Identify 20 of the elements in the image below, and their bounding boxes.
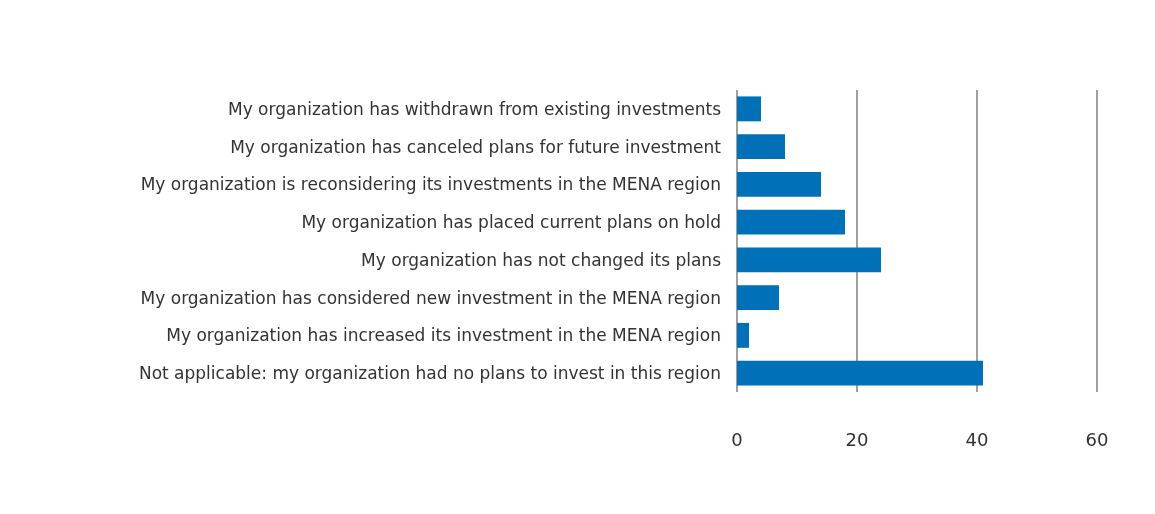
y-tick-label: My organization has placed current plans on hold xyxy=(301,212,721,233)
bar xyxy=(737,209,845,235)
bar xyxy=(737,96,761,122)
x-tick-label: 20 xyxy=(845,428,869,450)
bar xyxy=(737,360,983,386)
bar xyxy=(737,171,821,197)
y-tick-label: My organization has considered new investment in the MENA region xyxy=(140,287,721,308)
y-tick-label: Not applicable: my organization had no plans to invest in this region xyxy=(138,363,721,384)
y-tick-label: My organization has not changed its plans xyxy=(361,249,722,270)
y-tick-label: My organization has withdrawn from existing investments xyxy=(227,98,722,119)
y-tick-label: My organization is reconsidering its investments in the MENA region xyxy=(140,174,721,195)
y-tick-label: My organization has increased its investment in the MENA region xyxy=(166,325,721,346)
bar xyxy=(737,134,785,160)
bar xyxy=(737,285,779,311)
y-tick-label: My organization has canceled plans for future investment xyxy=(230,136,722,157)
x-tick-label: 0 xyxy=(731,428,743,450)
bar xyxy=(737,247,881,273)
x-tick-label: 60 xyxy=(1085,428,1109,450)
x-tick-label: 40 xyxy=(965,428,989,450)
bar xyxy=(737,322,749,348)
